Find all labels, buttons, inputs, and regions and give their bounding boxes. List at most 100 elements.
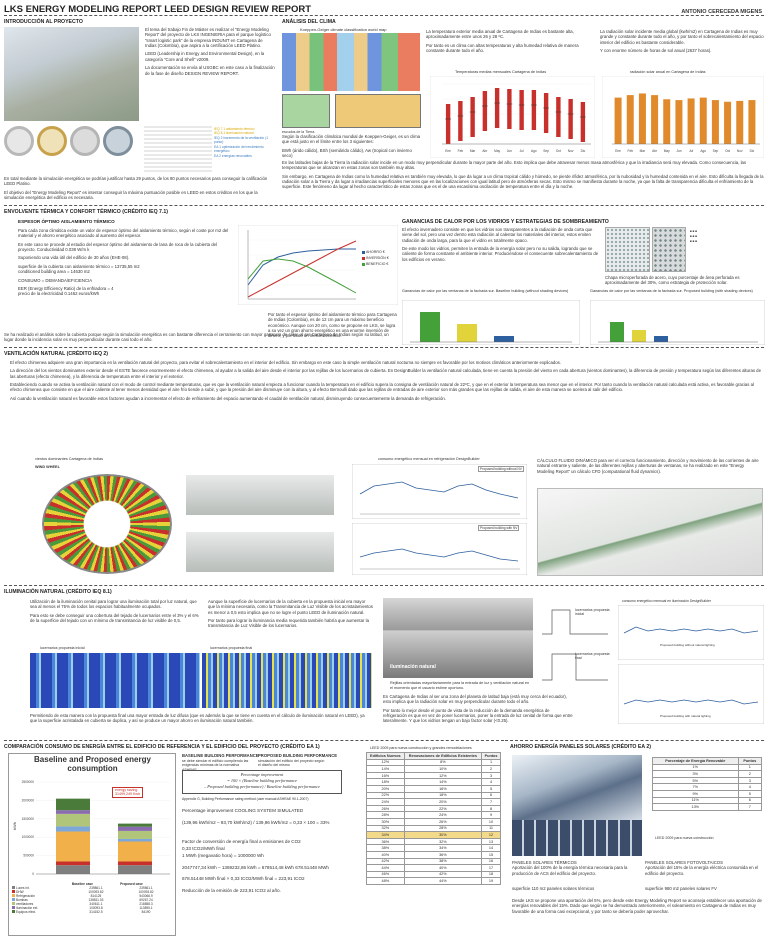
envelope-p5: conditioned building area = 14630 m2	[18, 269, 90, 275]
rad-tick-label: Jun	[676, 149, 681, 153]
energy-table-value: 314152.5	[89, 910, 103, 914]
leed-table-cell: 26%	[403, 817, 483, 826]
intro-p5: El objetivo del “Energy Modeling Report”…	[4, 189, 258, 201]
renew-table-cell: 11%	[652, 796, 739, 805]
leed-table-header-cell: Renovaciones de Edificios Existentes	[403, 752, 483, 760]
skylight-initial-label: lucernarios propuesta inicial	[575, 608, 610, 616]
envelope-p2: En este caso se procede al estudio del e…	[18, 241, 217, 253]
wind-rose-chart	[42, 474, 172, 574]
intro-p3: La documentación se envía al USGBC en es…	[145, 65, 275, 76]
leed-table-header-cell: Puntos	[481, 752, 501, 760]
rad-tick-label: Dic	[750, 149, 755, 153]
f2: (139,96 kWh/m2 – 93,70 kWh/m2) / 139,96 …	[182, 819, 330, 825]
leed-table-cell: 28%	[366, 811, 405, 819]
rad-bar	[748, 100, 756, 144]
renew-table-cell: 1	[737, 763, 763, 772]
leed-table-cell: 19	[481, 877, 501, 885]
saving-label-2: 31499,249 Kwh	[115, 792, 140, 797]
intro-points-text: En total mediante la simulación energéti…	[4, 176, 279, 203]
temp-bar	[470, 97, 475, 137]
energy-table-value: 239861.1	[89, 886, 103, 890]
rad-tick-label: Sep	[713, 149, 719, 153]
formula-line-2: = 100 × (Baseline building performance	[226, 778, 298, 784]
intro-heading: INTRODUCCIÓN AL PROYECTO	[4, 19, 83, 25]
compare-heading: COMPARACIÓN CONSUMO DE ENERGÍA ENTRE EL …	[4, 744, 320, 750]
rad-bar	[724, 101, 732, 144]
insulation-chart	[238, 225, 398, 305]
energy-bar-segment	[118, 826, 152, 831]
steel-legend: ■ ■ ■ ■ ■ ■ ■ ■ ■	[690, 229, 698, 244]
energy-table-row: ventiladores 340611.1 218858.3	[12, 902, 172, 906]
leed-table-cell: 36%	[403, 850, 483, 859]
envelope-subheading: ESPESOR ÓPTIMO AISLAMIENTO TÉRMICO	[18, 219, 115, 224]
temp-tick-label: Ago	[531, 149, 537, 153]
cfd-text: CÁLCULO FLUIDO DINÁMICO para ver el corr…	[537, 458, 759, 474]
envelope-text: Para cada zona climática existe un valor…	[18, 228, 233, 300]
rad-bar	[711, 100, 719, 144]
energy-table-series: Iluminación ext.	[12, 906, 72, 910]
daylight-final-map	[202, 653, 372, 708]
energy-y-tick: 1000000	[22, 835, 35, 839]
renew-table-row: 3% 2	[652, 770, 763, 778]
rad-tick-label: Ago	[700, 149, 706, 153]
energy-table-row: DHW 100093.82 100093.82	[12, 890, 172, 894]
temp-text2: Por tanto es un clima con altas temperat…	[426, 42, 579, 54]
rad-bar	[675, 100, 683, 144]
leed-table-cell: 2	[481, 765, 501, 773]
energy-bar-segment	[56, 813, 90, 827]
renew-table-cell: 3	[737, 776, 763, 785]
vent-chart-with-nv	[352, 523, 527, 575]
leed-points-table: Edificios Nuevos Renovaciones de Edificio…	[366, 752, 501, 885]
legend-ea2: EA 2 energías renovables	[214, 153, 252, 158]
temp-text1: La temperatura exterior media anual de C…	[426, 29, 574, 40]
energy-bar-segment	[118, 830, 152, 839]
temp-bar	[482, 91, 488, 131]
light-p1: Utilización de la iluminación cenital pa…	[30, 599, 197, 610]
energy-bar-segment	[118, 838, 152, 842]
leed-table-cell: 40%	[403, 864, 483, 872]
energy-table-series: ventiladores	[12, 902, 72, 906]
leed-scorecard-image	[144, 126, 212, 172]
baseline-window-chart	[402, 300, 580, 345]
temp-tick-label: Oct	[556, 149, 561, 153]
f5: 1 MWh (megavatio hora) = 1000000 Wh	[182, 852, 264, 858]
renew-table-cell: 3%	[652, 770, 739, 778]
solar-panels-render	[512, 755, 642, 820]
energy-table-row: Bombas 138811.03 69267.24	[12, 898, 172, 902]
leed-table-row: 14% 10% 2	[366, 765, 501, 773]
leed-table-cell: 32%	[366, 824, 405, 833]
energy-table-value: 239861.1	[139, 886, 153, 890]
climate-text3: En las latitudes bajas de la Tierra la r…	[282, 160, 747, 171]
glass-p1: El efecto invernadero consiste en que lo…	[402, 227, 593, 243]
leed-table-cell: 34%	[403, 844, 483, 852]
rad-tick-label: Ene	[615, 149, 621, 153]
koeppen-world-map	[282, 33, 420, 91]
light-chart-with	[618, 664, 764, 724]
energy-table-row: Iluminación ext. 100093.8 113895.1	[12, 906, 172, 910]
envelope-p3: Suponiendo una vida útil del edificio de…	[18, 255, 130, 261]
renew-table-cell: 6	[737, 796, 763, 805]
leed-table-header-cell: Edificios Nuevos	[366, 752, 405, 760]
light-p3: Aunque la superficie de lucernarios de l…	[208, 599, 373, 615]
temp-bar	[580, 102, 586, 142]
temp-tick-label: Jun	[507, 149, 512, 153]
energy-y-tick: 1500000	[22, 817, 35, 821]
climate-classification-text: Según la clasificación climática mundial…	[282, 134, 422, 161]
energy-bar-segment	[56, 798, 90, 811]
leed-table-row: 30% 26% 10	[366, 817, 501, 826]
temp-tick-label: Mar	[470, 149, 476, 153]
energy-bar-segment	[118, 861, 152, 866]
leed-table-cell: 42%	[403, 870, 483, 879]
thermal-head: PANELES SOLARES TÉRMICOS	[512, 860, 577, 865]
temp-tick-label: Ene	[445, 149, 451, 153]
leed-table-cell: 30%	[366, 817, 405, 826]
formula-box: Percentage improvement = 100 × (Baseline…	[182, 770, 342, 794]
vent-p3: Estableciendo cuando se activa la ventil…	[10, 382, 754, 393]
leed-table-cell: 17	[481, 864, 501, 872]
leed-table-row: 36% 32% 13	[366, 837, 501, 846]
renew-table-row: 1% 1	[652, 763, 763, 772]
temp-tick-label: Nov	[568, 149, 574, 153]
envelope-p1: Para cada zona climática existe un valor…	[18, 228, 229, 239]
climate-text2: BWh (árido cálido), BSh (semiárido cálid…	[282, 147, 412, 159]
envelope-p4: superficie de la cubierta con aislamient…	[18, 263, 140, 269]
